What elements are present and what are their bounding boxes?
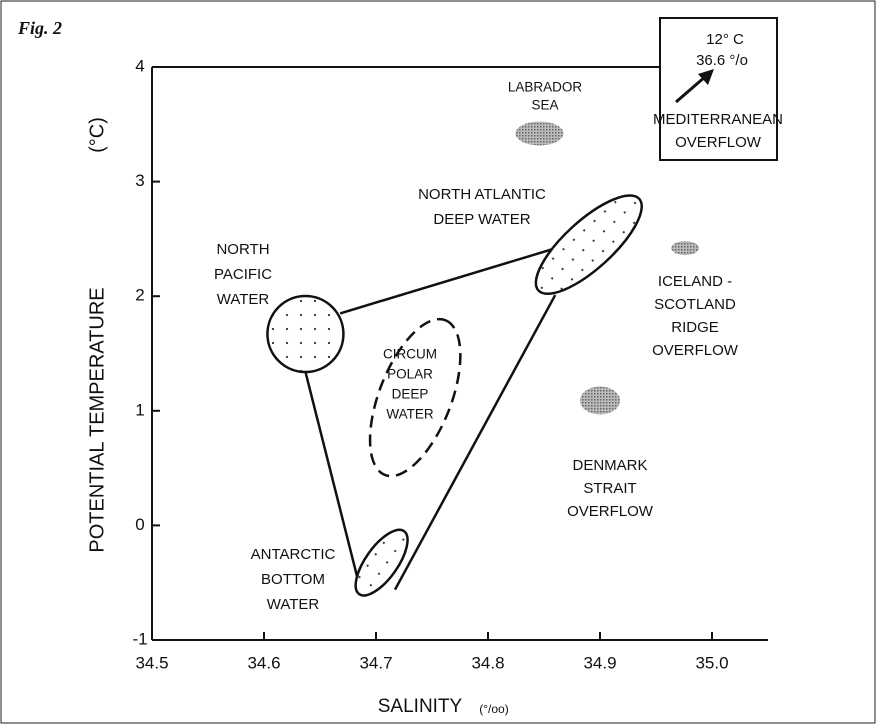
y-tick-label: 1 bbox=[135, 400, 144, 419]
label: ANTARCTIC bbox=[251, 546, 336, 563]
water-mass bbox=[354, 528, 409, 597]
y-axis-unit: (°C) bbox=[86, 117, 108, 153]
mixing-line bbox=[304, 371, 360, 581]
x-tick-label: 34.9 bbox=[583, 653, 616, 672]
water-mass bbox=[515, 121, 564, 146]
figure-label: Fig. 2 bbox=[17, 18, 62, 38]
water-mass bbox=[580, 386, 620, 415]
inset-label: MEDITERRANEAN bbox=[653, 111, 783, 128]
label: NORTH bbox=[216, 241, 269, 258]
arrow-head bbox=[698, 69, 714, 85]
label: ICELAND - bbox=[658, 273, 732, 290]
y-tick-label: -1 bbox=[132, 629, 147, 648]
inset-box bbox=[659, 17, 778, 161]
arrow bbox=[675, 74, 707, 104]
label: POLAR bbox=[387, 367, 433, 382]
y-axis-label: POTENTIAL TEMPERATURE bbox=[86, 287, 108, 552]
water-mass bbox=[671, 241, 700, 256]
label: WATER bbox=[386, 407, 433, 422]
label: STRAIT bbox=[583, 480, 636, 497]
label: CIRCUM bbox=[383, 347, 437, 362]
water-mass bbox=[266, 294, 345, 374]
x-tick-label: 34.5 bbox=[135, 653, 168, 672]
inset-text: 12° C bbox=[706, 31, 744, 48]
label: DEEP WATER bbox=[433, 211, 530, 228]
x-tick-label: 35.0 bbox=[695, 653, 728, 672]
y-tick-label: 2 bbox=[135, 286, 144, 305]
label: RIDGE bbox=[671, 319, 719, 336]
label: BOTTOM bbox=[261, 571, 325, 588]
water-mass bbox=[534, 194, 643, 296]
label: NORTH ATLANTIC bbox=[418, 186, 546, 203]
y-tick-label: 3 bbox=[135, 171, 144, 190]
inset-text: 36.6 °/o bbox=[696, 52, 748, 69]
x-tick-label: 34.6 bbox=[247, 653, 280, 672]
label: DENMARK bbox=[572, 457, 647, 474]
x-axis-label: SALINITY bbox=[378, 696, 463, 717]
mixing-line bbox=[339, 243, 568, 315]
label: OVERFLOW bbox=[652, 342, 739, 359]
x-tick-label: 34.7 bbox=[359, 653, 392, 672]
label: WATER bbox=[267, 596, 320, 613]
x-axis-unit: (°/oo) bbox=[479, 702, 508, 716]
x-tick-label: 34.8 bbox=[471, 653, 504, 672]
label: LABRADOR bbox=[508, 80, 583, 95]
inset-label: OVERFLOW bbox=[675, 134, 762, 151]
y-tick-label: 4 bbox=[135, 56, 144, 75]
label: SEA bbox=[531, 98, 558, 113]
mixing-line bbox=[393, 294, 557, 591]
label: PACIFIC bbox=[214, 266, 272, 283]
y-tick-label: 0 bbox=[135, 515, 144, 534]
label: OVERFLOW bbox=[567, 503, 654, 520]
label: WATER bbox=[217, 291, 270, 308]
water-mass bbox=[368, 317, 462, 478]
label: DEEP bbox=[392, 387, 429, 402]
label: SCOTLAND bbox=[654, 296, 736, 313]
